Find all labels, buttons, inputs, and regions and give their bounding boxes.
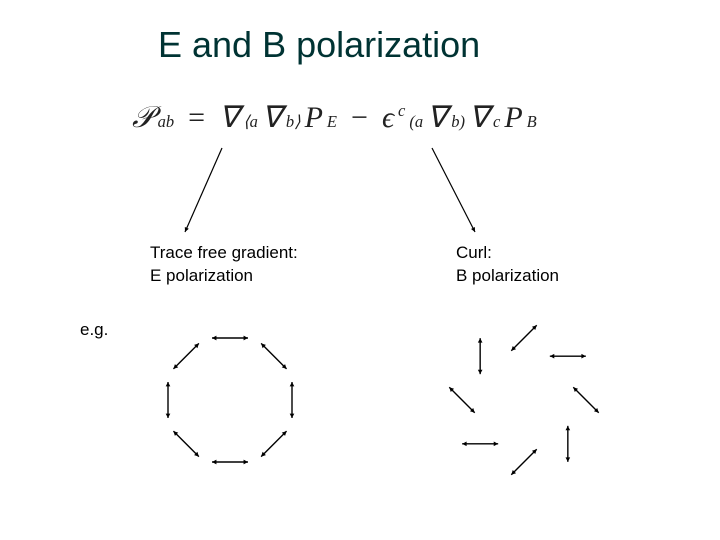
pattern-b	[0, 0, 720, 540]
